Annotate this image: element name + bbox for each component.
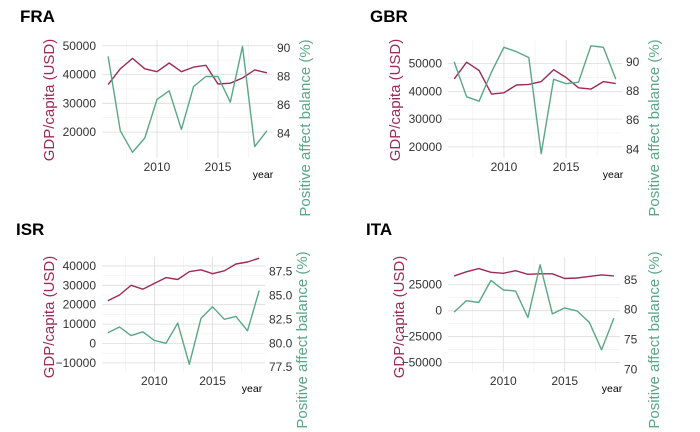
x-axis-label: year [253, 169, 274, 181]
left-tick-label: 30000 [63, 278, 97, 292]
left-tick-label: 0 [435, 304, 442, 318]
left-tick-label: −25000 [402, 330, 443, 344]
affect-series-line [107, 45, 268, 154]
left-tick-label: −50000 [402, 356, 443, 370]
x-tick-label: 2015 [199, 374, 226, 388]
left-axis-label: GDP/capita (USD) [391, 256, 408, 379]
right-tick-label: 90 [626, 55, 640, 69]
panel-title: FRA [20, 7, 55, 26]
gdp-series-line [453, 61, 616, 95]
affect-series-line [453, 45, 617, 155]
right-axis-label: Positive affect balance (%) [646, 251, 663, 428]
panel-gbr: GBR 20000 30000 40000 50000 84 86 88 90 2010 2015 y… [370, 7, 663, 217]
panel-title: ITA [366, 220, 392, 239]
right-axis-label: Positive affect balance (%) [297, 39, 314, 216]
x-tick-label: 2015 [205, 160, 232, 174]
right-tick-label: 87.5 [269, 264, 293, 278]
left-tick-label: 20000 [63, 125, 97, 139]
x-tick-label: 2010 [490, 374, 517, 388]
x-axis-label: year [603, 169, 624, 181]
right-tick-label: 90 [277, 41, 291, 55]
right-tick-label: 75 [624, 333, 638, 347]
panel-fra: FRA 20000 30000 40000 50000 84 86 88 90 2010 2015 y… [20, 7, 314, 217]
x-tick-label: 2015 [551, 374, 578, 388]
right-tick-label: 85.0 [269, 288, 293, 302]
left-axis-label: GDP/capita (USD) [41, 39, 58, 162]
left-tick-label: 10000 [63, 317, 97, 331]
right-tick-label: 80 [624, 303, 638, 317]
right-tick-label: 86 [277, 98, 291, 112]
left-tick-label: 20000 [63, 298, 97, 312]
left-tick-label: 40000 [409, 84, 443, 98]
panel-isr: ISR −10000 0 10000 20000 30000 40000 77.5 80.0 82… [16, 220, 311, 429]
left-tick-label: 30000 [409, 112, 443, 126]
x-axis-label: year [602, 383, 623, 395]
right-tick-label: 88 [626, 84, 640, 98]
right-tick-label: 82.5 [269, 312, 293, 326]
right-axis-label: Positive affect balance (%) [646, 39, 663, 216]
affect-series-line [107, 290, 260, 365]
right-axis-label: Positive affect balance (%) [294, 251, 311, 428]
panel-ita: ITA −50000 −25000 0 25000 70 75 80 85 2010 2015 yea… [366, 220, 663, 429]
left-tick-label: 0 [89, 336, 96, 350]
x-tick-label: 2010 [141, 374, 168, 388]
panel-title: ISR [16, 220, 44, 239]
x-tick-label: 2010 [144, 160, 171, 174]
right-tick-label: 84 [277, 127, 291, 141]
right-tick-label: 70 [624, 363, 638, 377]
right-tick-label: 84 [626, 142, 640, 156]
left-tick-label: 25000 [409, 278, 443, 292]
left-tick-label: 40000 [63, 68, 97, 82]
left-tick-label: 50000 [63, 39, 97, 53]
right-tick-label: 77.5 [269, 360, 293, 374]
x-tick-label: 2015 [553, 160, 580, 174]
gdp-series-line [107, 57, 268, 86]
left-tick-label: 30000 [63, 96, 97, 110]
affect-series-line [453, 264, 615, 351]
right-tick-label: 86 [626, 113, 640, 127]
left-tick-label: 20000 [409, 140, 443, 154]
right-tick-label: 85 [624, 273, 638, 287]
gdp-series-line [107, 257, 260, 302]
left-tick-label: 50000 [409, 57, 443, 71]
x-tick-label: 2010 [491, 160, 518, 174]
left-axis-label: GDP/capita (USD) [387, 39, 404, 162]
panel-title: GBR [370, 7, 408, 26]
right-tick-label: 80.0 [269, 336, 293, 350]
left-tick-label: 40000 [63, 259, 97, 273]
left-tick-label: −10000 [56, 356, 97, 370]
left-axis-label: GDP/capita (USD) [41, 256, 58, 379]
x-axis-label: year [242, 383, 263, 395]
right-tick-label: 88 [277, 69, 291, 83]
gdp-series-line [453, 267, 614, 280]
